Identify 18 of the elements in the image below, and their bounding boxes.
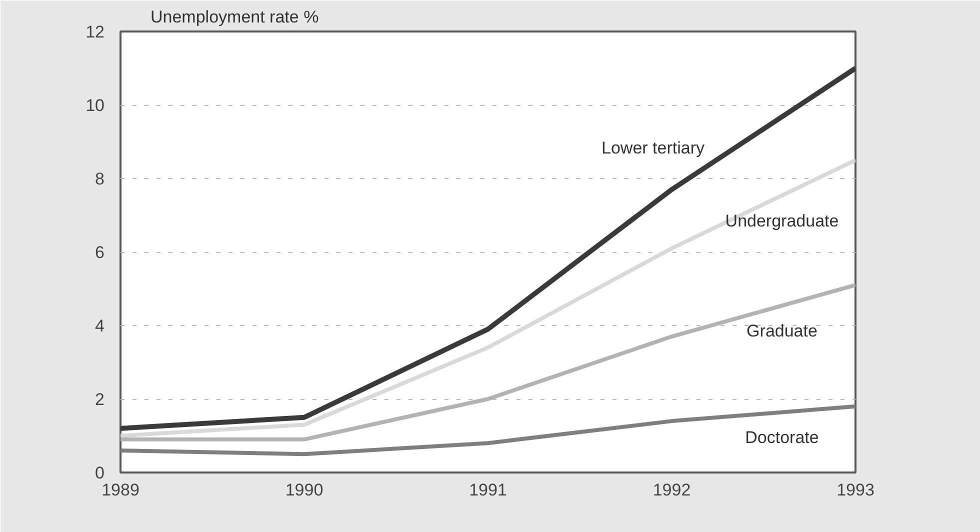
- series-label: Doctorate: [745, 428, 819, 448]
- series-label: Lower tertiary: [602, 138, 705, 158]
- y-axis-title: Unemployment rate %: [150, 8, 319, 26]
- line-series: [120, 404, 856, 456]
- x-tick-label: 1993: [836, 480, 874, 500]
- series-label: Undergraduate: [725, 211, 839, 230]
- x-tick-label: 1989: [102, 480, 140, 500]
- y-tick-label: 0: [95, 464, 105, 482]
- y-tick-label: 4: [95, 316, 105, 336]
- y-tick-label: 12: [86, 22, 105, 42]
- y-tick-label: 8: [95, 170, 105, 188]
- y-tick-label: 10: [86, 96, 105, 115]
- y-tick-label: 6: [95, 243, 105, 262]
- x-tick-label: 1991: [469, 480, 507, 500]
- series-label: Graduate: [746, 322, 818, 341]
- x-tick-label: 1992: [652, 480, 691, 500]
- x-tick-label: 1990: [285, 480, 324, 500]
- y-tick-label: 2: [95, 390, 105, 409]
